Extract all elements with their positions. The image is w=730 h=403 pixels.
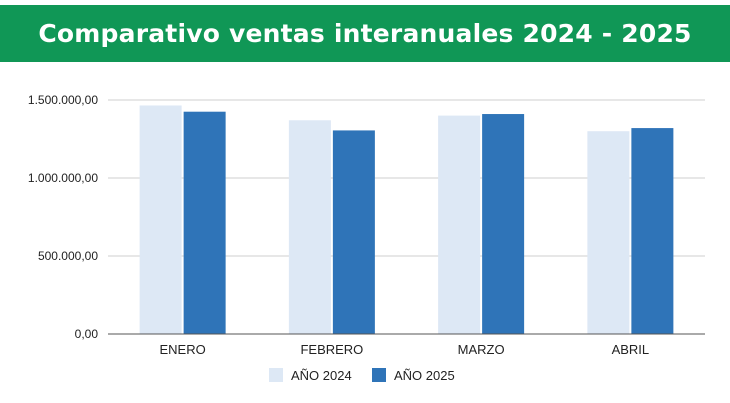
bars: [139, 105, 674, 335]
bar-año-2025-abril: [631, 128, 674, 334]
chart-title: Comparativo ventas interanuales 2024 - 2…: [38, 19, 692, 48]
y-tick-label: 500.000,00: [38, 249, 98, 263]
x-axis-categories: ENERO FEBRERO MARZO ABRIL: [160, 342, 650, 357]
bar-año-2024-febrero: [288, 120, 331, 334]
legend-swatch: [372, 368, 386, 382]
bar-año-2025-enero: [183, 111, 226, 334]
legend: AÑO 2024 AÑO 2025: [269, 368, 455, 383]
y-tick-label: 0,00: [75, 327, 99, 341]
bar-año-2024-abril: [587, 131, 630, 334]
x-category-label: ABRIL: [612, 342, 650, 357]
legend-label: AÑO 2024: [291, 368, 352, 383]
x-category-label: ENERO: [160, 342, 206, 357]
legend-label: AÑO 2025: [394, 368, 455, 383]
legend-swatch: [269, 368, 283, 382]
bar-año-2024-enero: [139, 105, 182, 335]
x-category-label: MARZO: [458, 342, 505, 357]
bar-año-2025-febrero: [332, 130, 375, 334]
y-axis-ticks: 0,00 500.000,00 1.000.000,00 1.500.000,00: [28, 93, 98, 341]
title-bar: Comparativo ventas interanuales 2024 - 2…: [0, 5, 730, 62]
y-tick-label: 1.500.000,00: [28, 93, 98, 107]
x-category-label: FEBRERO: [300, 342, 363, 357]
bar-año-2024-marzo: [438, 115, 481, 334]
y-tick-label: 1.000.000,00: [28, 171, 98, 185]
bar-año-2025-marzo: [482, 114, 525, 334]
